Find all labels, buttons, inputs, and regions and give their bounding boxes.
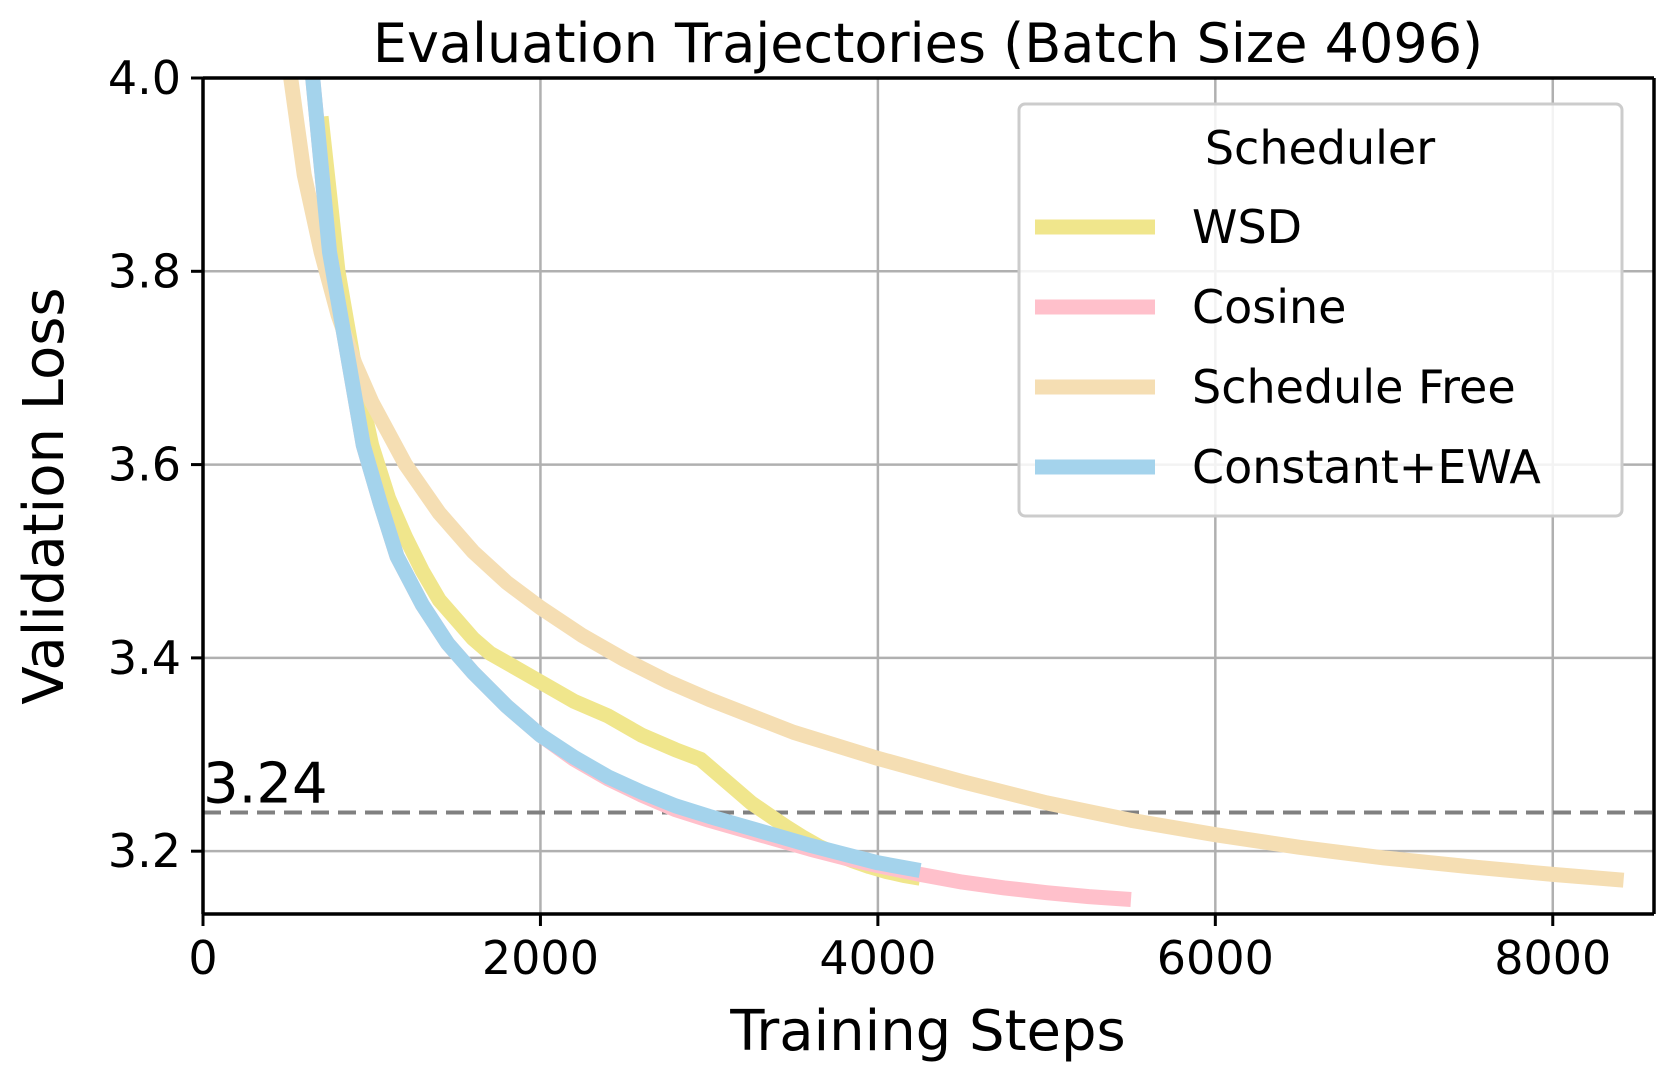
x-tick-label: 2000: [482, 931, 599, 985]
ticks: 0 2000 4000 6000 8000 3.2 3.4 3.6 3.8 4.0: [108, 51, 1611, 985]
chart-title: Evaluation Trajectories (Batch Size 4096…: [373, 12, 1483, 75]
x-tick-label: 8000: [1494, 931, 1611, 985]
legend-label-schedule-free: Schedule Free: [1192, 360, 1516, 414]
y-tick-label: 3.8: [108, 244, 181, 298]
y-tick-label: 4.0: [108, 51, 181, 105]
legend-label-constant-ewa: Constant+EWA: [1192, 440, 1541, 494]
x-tick-label: 4000: [819, 931, 936, 985]
series-group: [283, 78, 1625, 907]
legend-label-cosine: Cosine: [1192, 280, 1346, 334]
y-tick-label: 3.2: [108, 824, 181, 878]
y-axis-label: Validation Loss: [12, 287, 77, 704]
legend-label-wsd: WSD: [1192, 200, 1302, 254]
x-tick-label: 0: [188, 931, 217, 985]
legend-frame: [1017, 102, 1624, 518]
y-tick-label: 3.4: [108, 631, 181, 685]
axes: [201, 76, 1656, 916]
series-line-constant-ewa: [305, 78, 922, 878]
legend-title: Scheduler: [1205, 121, 1435, 175]
x-axis-label: Training Steps: [729, 999, 1125, 1064]
x-tick-label: 6000: [1157, 931, 1274, 985]
series-line-wsd: [313, 115, 922, 886]
reference-line-group: 3.24: [203, 752, 1654, 817]
reference-line-label: 3.24: [203, 752, 328, 817]
y-tick-label: 3.6: [108, 438, 181, 492]
legend[interactable]: Scheduler WSD Cosine Schedule Free Constant…: [1017, 102, 1624, 518]
